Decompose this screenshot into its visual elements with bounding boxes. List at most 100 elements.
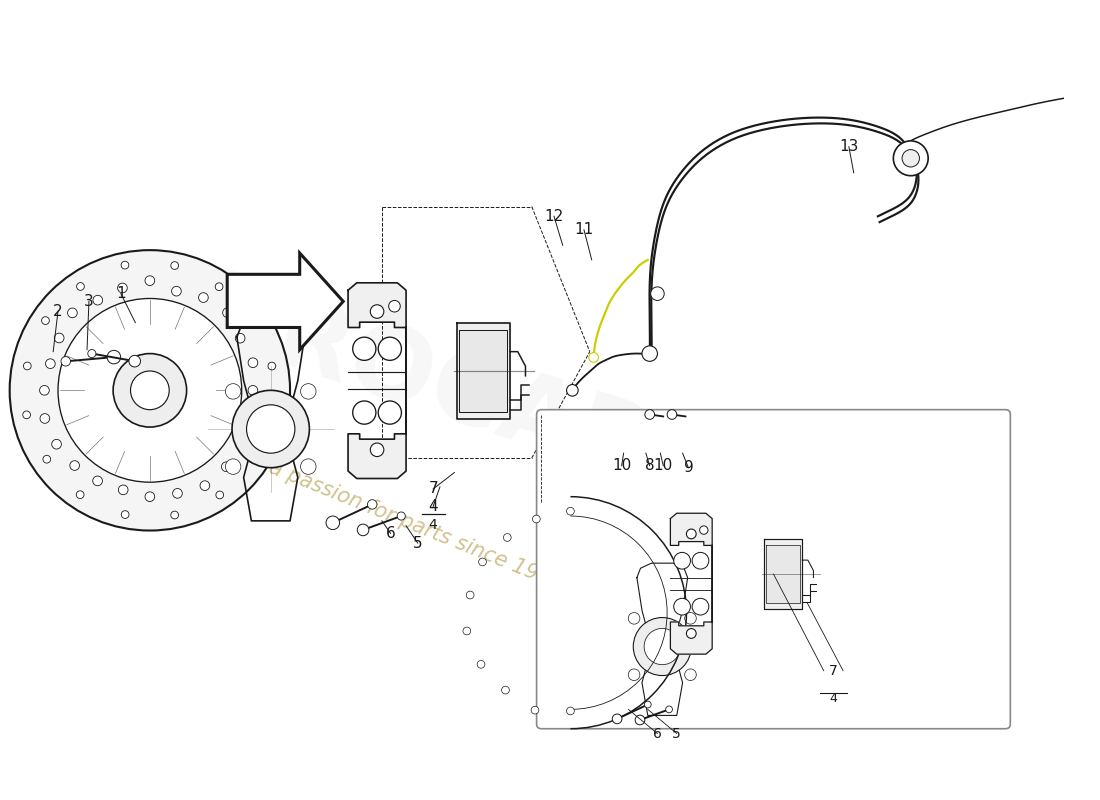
Text: 7: 7 [428, 482, 438, 497]
Circle shape [300, 459, 316, 474]
Circle shape [216, 283, 223, 290]
Circle shape [119, 485, 128, 494]
Circle shape [23, 411, 31, 418]
Circle shape [634, 618, 691, 675]
Circle shape [893, 141, 928, 176]
Circle shape [235, 334, 245, 343]
Circle shape [504, 534, 512, 542]
Text: 4: 4 [429, 518, 438, 532]
Circle shape [173, 489, 183, 498]
Circle shape [52, 439, 62, 449]
Circle shape [566, 385, 579, 396]
Circle shape [170, 262, 178, 270]
Text: 6: 6 [386, 526, 396, 541]
Circle shape [236, 438, 246, 448]
Circle shape [463, 627, 471, 635]
Circle shape [118, 283, 128, 293]
Circle shape [645, 701, 651, 708]
Circle shape [121, 510, 129, 518]
Polygon shape [764, 539, 802, 609]
Text: 7: 7 [829, 664, 838, 678]
Circle shape [692, 552, 708, 569]
Circle shape [10, 250, 290, 530]
Text: 5: 5 [412, 535, 422, 550]
Text: 2: 2 [53, 303, 63, 318]
Circle shape [76, 491, 84, 498]
Circle shape [566, 507, 574, 515]
Circle shape [216, 491, 223, 499]
Polygon shape [456, 322, 510, 419]
Circle shape [378, 401, 402, 424]
Circle shape [45, 359, 55, 369]
Circle shape [145, 276, 155, 286]
Circle shape [613, 714, 621, 724]
Circle shape [358, 524, 368, 536]
Circle shape [673, 598, 691, 615]
Circle shape [684, 669, 696, 681]
Circle shape [635, 715, 645, 725]
Circle shape [251, 317, 258, 324]
Circle shape [588, 353, 598, 362]
Circle shape [58, 298, 242, 482]
Circle shape [77, 282, 85, 290]
Text: 8: 8 [645, 458, 654, 474]
Circle shape [651, 287, 664, 301]
Text: 4: 4 [428, 499, 438, 514]
Circle shape [92, 476, 102, 486]
Text: 4: 4 [829, 692, 837, 706]
Circle shape [628, 669, 640, 681]
Circle shape [94, 295, 102, 305]
Circle shape [566, 707, 574, 715]
Text: 1: 1 [116, 286, 125, 301]
Circle shape [250, 414, 260, 423]
Text: 10: 10 [612, 458, 631, 474]
Circle shape [371, 305, 384, 318]
Polygon shape [670, 514, 712, 654]
Text: 9: 9 [683, 460, 693, 475]
Circle shape [478, 558, 486, 566]
Circle shape [692, 598, 708, 615]
Circle shape [645, 410, 654, 419]
Circle shape [371, 443, 384, 457]
Circle shape [388, 301, 400, 312]
Circle shape [40, 386, 49, 395]
Circle shape [145, 492, 155, 502]
Text: 5: 5 [672, 726, 681, 741]
Circle shape [226, 459, 241, 474]
Circle shape [477, 661, 485, 668]
Circle shape [300, 384, 316, 399]
Circle shape [222, 308, 232, 318]
Circle shape [54, 333, 64, 343]
Text: EUROCARPARTS: EUROCARPARTS [121, 245, 1000, 613]
Circle shape [131, 371, 169, 410]
Circle shape [397, 512, 405, 520]
Circle shape [69, 461, 79, 470]
Text: 3: 3 [84, 294, 94, 309]
Circle shape [700, 526, 708, 534]
Circle shape [673, 552, 691, 569]
Circle shape [272, 411, 279, 419]
Circle shape [532, 515, 540, 523]
Text: 11: 11 [574, 222, 594, 238]
Circle shape [129, 355, 141, 367]
Polygon shape [228, 253, 343, 350]
Polygon shape [460, 330, 507, 412]
Circle shape [199, 293, 208, 302]
Circle shape [686, 629, 696, 638]
Circle shape [353, 337, 376, 360]
Text: 13: 13 [839, 139, 859, 154]
Circle shape [107, 350, 121, 364]
Text: 6: 6 [653, 726, 662, 741]
Circle shape [172, 286, 182, 296]
Circle shape [88, 350, 96, 358]
Circle shape [221, 462, 231, 471]
Circle shape [645, 629, 681, 665]
Circle shape [60, 357, 70, 366]
Circle shape [902, 150, 920, 167]
Circle shape [353, 401, 376, 424]
Circle shape [200, 481, 210, 490]
Circle shape [531, 706, 539, 714]
Circle shape [249, 455, 256, 463]
Circle shape [268, 362, 276, 370]
Polygon shape [766, 545, 801, 603]
